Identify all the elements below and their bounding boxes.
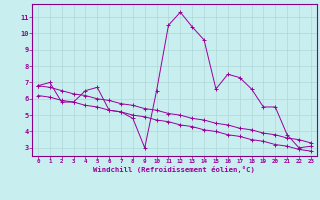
X-axis label: Windchill (Refroidissement éolien,°C): Windchill (Refroidissement éolien,°C) (93, 166, 255, 173)
